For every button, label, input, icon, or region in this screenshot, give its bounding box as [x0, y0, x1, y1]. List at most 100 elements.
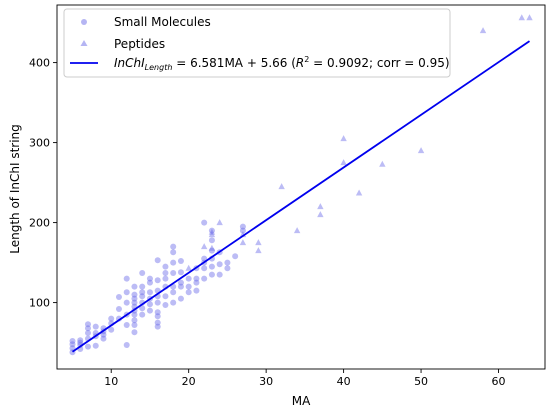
- small-molecule-point: [69, 341, 76, 348]
- small-molecule-point: [170, 243, 177, 250]
- legend-fit-prefix: InChI: [114, 56, 145, 70]
- legend-peptides-label: Peptides: [114, 37, 165, 51]
- legend: Small Molecules Peptides InChILength = 6…: [63, 8, 451, 78]
- x-tick-label: 60: [492, 375, 506, 388]
- small-molecule-point: [177, 283, 184, 290]
- small-molecule-point: [193, 275, 200, 282]
- small-molecule-point: [177, 269, 184, 276]
- small-molecule-point: [208, 271, 215, 278]
- small-molecule-point: [216, 261, 223, 268]
- small-molecule-point: [154, 257, 161, 264]
- small-molecule-point: [208, 247, 215, 254]
- small-molecule-point: [239, 223, 246, 230]
- peptide-point: [379, 160, 386, 167]
- small-molecule-point: [84, 325, 91, 332]
- small-molecule-point: [123, 275, 130, 282]
- small-molecule-point: [139, 270, 146, 276]
- peptide-point: [278, 183, 285, 190]
- small-molecule-point: [131, 299, 138, 306]
- small-molecule-point: [146, 275, 153, 282]
- peptide-point: [340, 159, 347, 166]
- small-molecule-point: [201, 219, 208, 226]
- small-molecule-point: [170, 289, 177, 296]
- small-molecule-point: [201, 255, 208, 262]
- small-molecule-point: [77, 337, 84, 344]
- small-molecule-point: [131, 311, 138, 318]
- small-molecule-point: [185, 289, 192, 296]
- small-molecule-point: [146, 289, 153, 296]
- peptide-point: [208, 231, 216, 238]
- small-molecule-point: [162, 293, 169, 300]
- small-molecule-point: [162, 263, 169, 270]
- peptide-point: [317, 211, 324, 218]
- peptide-point: [255, 247, 262, 254]
- small-molecule-point: [208, 237, 215, 244]
- small-molecule-point: [177, 279, 184, 286]
- peptide-point: [255, 239, 262, 246]
- plot-marks: [69, 14, 533, 356]
- small-molecule-point: [108, 326, 115, 333]
- small-molecule-point: [92, 323, 99, 330]
- small-molecule-point: [131, 291, 138, 298]
- y-axis-label: Length of InChI string: [8, 124, 22, 254]
- small-molecule-point: [123, 289, 130, 296]
- x-tick-label: 20: [182, 375, 196, 388]
- axes: 10 20 30 40 50 60 100 200 300 400: [29, 4, 546, 388]
- small-molecule-point: [170, 299, 177, 306]
- small-molecule-point: [139, 305, 146, 312]
- small-molecule-point: [123, 299, 130, 306]
- small-molecule-point: [84, 330, 91, 336]
- small-molecule-point: [170, 249, 177, 256]
- small-molecule-point: [131, 329, 138, 336]
- small-molecule-point: [131, 317, 138, 324]
- small-molecule-point: [108, 315, 115, 322]
- small-molecule-point: [123, 322, 130, 328]
- small-molecule-point: [146, 307, 153, 314]
- small-molecule-point: [146, 301, 153, 308]
- peptide-point: [317, 203, 324, 210]
- small-molecule-point: [115, 294, 122, 300]
- legend-fit-label: InChILength = 6.581MA + 5.66 (R2 = 0.909…: [114, 55, 450, 72]
- small-molecule-point: [139, 311, 146, 318]
- legend-fit-r: R: [296, 56, 304, 70]
- small-molecule-point: [177, 258, 184, 264]
- small-molecule-point: [154, 313, 161, 320]
- small-molecule-point: [185, 275, 192, 282]
- peptide-point: [417, 147, 425, 154]
- small-molecule-point: [131, 283, 138, 290]
- peptide-point: [239, 239, 247, 246]
- small-molecule-point: [84, 321, 91, 328]
- small-molecule-point: [123, 342, 130, 348]
- small-molecule-point: [139, 293, 146, 300]
- small-molecule-point: [100, 335, 107, 342]
- small-molecule-point: [154, 309, 161, 316]
- regression-line: [71, 40, 531, 353]
- small-molecule-point: [84, 343, 91, 350]
- legend-small-molecules-label: Small Molecules: [114, 15, 211, 29]
- peptide-point: [479, 27, 487, 34]
- small-molecule-point: [92, 342, 99, 349]
- small-molecule-point: [154, 319, 161, 326]
- small-molecule-point: [170, 270, 177, 276]
- small-molecule-point: [139, 283, 146, 290]
- small-molecule-point: [131, 295, 138, 302]
- small-molecule-point: [239, 227, 246, 234]
- legend-fit-r-sup: 2: [304, 55, 309, 64]
- small-molecule-point: [193, 279, 200, 286]
- small-molecule-point: [162, 275, 169, 282]
- small-molecule-point: [154, 323, 161, 330]
- small-molecule-point: [201, 265, 208, 272]
- y-tick-label: 400: [29, 57, 50, 70]
- small-molecule-point: [193, 287, 200, 294]
- x-tick-label: 50: [414, 375, 428, 388]
- legend-box: [63, 8, 451, 78]
- small-molecule-point: [131, 322, 138, 328]
- peptide-point: [518, 14, 525, 21]
- small-molecule-point: [139, 289, 146, 296]
- y-tick-label: 200: [29, 217, 50, 230]
- peptide-point: [340, 135, 347, 142]
- legend-fit-tail: = 0.9092; corr = 0.95): [309, 56, 449, 70]
- legend-small-molecules-marker: [81, 19, 87, 25]
- peptide-point: [355, 189, 363, 196]
